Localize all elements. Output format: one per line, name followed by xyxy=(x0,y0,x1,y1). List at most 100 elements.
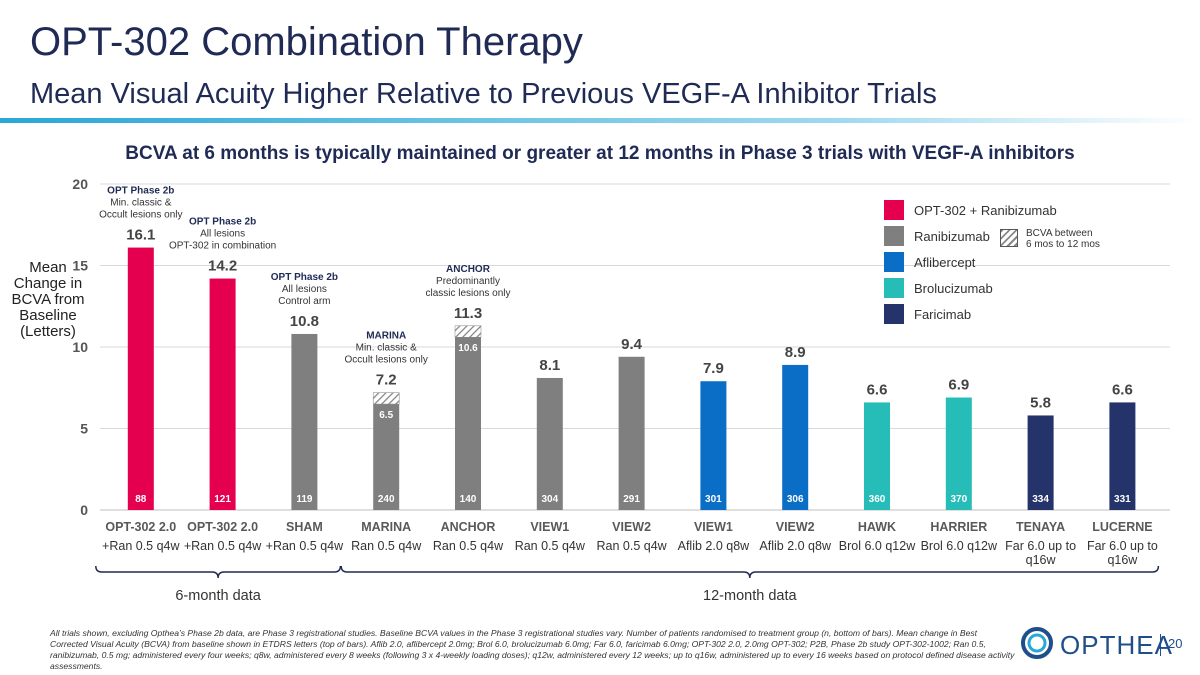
bar-annotation: All lesions xyxy=(282,284,327,295)
bar-n-label: 240 xyxy=(378,494,395,505)
x-category-label: VIEW2 xyxy=(776,520,815,534)
page-subtitle: Mean Visual Acuity Higher Relative to Pr… xyxy=(30,78,937,110)
x-dose-label: Brol 6.0 q12w xyxy=(839,539,916,553)
bar-annotation: All lesions xyxy=(200,229,245,240)
x-dose-label: +Ran 0.5 q4w xyxy=(102,539,180,553)
bar xyxy=(373,404,400,510)
bar-chart: 0 5 10 15 20 16.1 88 OPT-302 2.0 +Ran 0.5 q4w 14.… xyxy=(72,176,1170,604)
bar-value-label: 7.2 xyxy=(376,372,397,389)
bar-n-label: 121 xyxy=(214,494,231,505)
bar-value-label: 6.9 xyxy=(948,377,969,394)
bar-value-label: 6.6 xyxy=(867,381,888,398)
bar xyxy=(536,377,563,510)
bar xyxy=(291,333,318,510)
x-dose-label: +Ran 0.5 q4w xyxy=(184,539,262,553)
bar-n-label: 306 xyxy=(787,494,804,505)
x-category-label: VIEW1 xyxy=(530,520,569,534)
legend-label: OPT-302 + Ranibizumab xyxy=(914,202,1057,218)
group-label: 6-month data xyxy=(175,588,261,604)
x-dose-label: Ran 0.5 q4w xyxy=(515,539,586,553)
x-category-label: TENAYA xyxy=(1016,520,1065,534)
x-category-label: LUCERNE xyxy=(1092,520,1152,534)
y-tick-label: 20 xyxy=(72,176,88,192)
x-category-label: VIEW2 xyxy=(612,520,651,534)
legend-label: Aflibercept xyxy=(914,254,976,270)
bar-value-label: 11.3 xyxy=(454,305,482,322)
legend-swatch xyxy=(884,252,904,272)
x-dose-label: Ran 0.5 q4w xyxy=(433,539,504,553)
x-dose-label: q16w xyxy=(1026,553,1057,567)
x-category-label: MARINA xyxy=(361,520,411,534)
bar-n-label: 301 xyxy=(705,494,722,505)
bar-annotation: classic lesions only xyxy=(425,288,510,299)
bar-6mo-label: 6.5 xyxy=(379,410,393,421)
bar-annotation: Occult lesions only xyxy=(99,210,182,221)
bar-6mo-label: 10.6 xyxy=(458,343,478,354)
legend-swatch xyxy=(884,200,904,220)
bar-annotation: Control arm xyxy=(278,296,330,307)
bar xyxy=(945,397,972,510)
legend-label: Brolucizumab xyxy=(914,280,993,296)
x-dose-label: Ran 0.5 q4w xyxy=(351,539,422,553)
hatch-legend-line-2: 6 mos to 12 mos xyxy=(1026,239,1100,250)
bar-hatch-segment xyxy=(454,325,482,338)
bar-value-label: 7.9 xyxy=(703,360,724,377)
group-label: 12-month data xyxy=(703,588,797,604)
bar-value-label: 10.8 xyxy=(290,313,319,330)
bar xyxy=(1027,415,1054,510)
bar xyxy=(864,402,890,510)
x-dose-label: Ran 0.5 q4w xyxy=(597,539,668,553)
x-dose-label: Brol 6.0 q12w xyxy=(921,539,998,553)
y-tick-label: 5 xyxy=(80,421,88,437)
x-category-label: VIEW1 xyxy=(694,520,733,534)
legend-swatch xyxy=(884,304,904,324)
bar-value-label: 9.4 xyxy=(621,336,643,353)
opthea-logo-icon xyxy=(1021,627,1053,659)
legend-label: Ranibizumab xyxy=(914,228,990,244)
bar-n-label: 304 xyxy=(541,494,558,505)
header-divider xyxy=(0,118,1200,123)
bar-annotation: OPT-302 in combination xyxy=(169,241,276,252)
bar-value-label: 6.6 xyxy=(1112,381,1133,398)
bar-n-label: 360 xyxy=(869,494,886,505)
legend-label: Faricimab xyxy=(914,306,972,322)
hatch-legend-swatch xyxy=(1000,229,1018,247)
x-dose-label: Far 6.0 up to xyxy=(1087,539,1158,553)
y-tick-label: 10 xyxy=(72,339,88,355)
bar-n-label: 140 xyxy=(460,494,477,505)
bar-n-label: 119 xyxy=(296,494,313,505)
legend-item: Ranibizumab xyxy=(884,226,990,246)
page-number: 20 xyxy=(1168,636,1183,651)
bar-n-label: 291 xyxy=(623,494,640,505)
bar-annotation: OPT Phase 2b xyxy=(107,186,174,197)
bar-value-label: 8.1 xyxy=(539,357,560,374)
page-title: OPT-302 Combination Therapy xyxy=(30,20,583,64)
bar-n-label: 88 xyxy=(135,494,147,505)
opthea-logo-text: OPTHEA xyxy=(1060,630,1173,660)
y-tick-label: 15 xyxy=(72,258,88,274)
x-dose-label: Aflib 2.0 q8w xyxy=(759,539,832,553)
y-axis-title: Mean Change in BCVA from Baseline (Lette… xyxy=(6,260,90,340)
bar-value-label: 5.8 xyxy=(1030,394,1051,411)
y-axis-title-text: Mean Change in BCVA from Baseline (Lette… xyxy=(11,259,85,340)
bar-annotation: Min. classic & xyxy=(356,343,417,354)
legend-swatch xyxy=(884,278,904,298)
legend-item: Faricimab xyxy=(884,304,971,324)
bar-n-label: 334 xyxy=(1032,494,1049,505)
x-category-label: ANCHOR xyxy=(441,520,496,534)
chart-title: BCVA at 6 months is typically maintained… xyxy=(125,143,1075,164)
legend-item: Aflibercept xyxy=(884,252,975,272)
bar xyxy=(618,356,645,510)
x-category-label: OPT-302 2.0 xyxy=(187,520,258,534)
bar xyxy=(1109,402,1136,510)
bar-annotation: ANCHOR xyxy=(446,264,491,275)
bar-annotation: OPT Phase 2b xyxy=(189,217,256,228)
hatch-legend-line-1: BCVA between xyxy=(1026,228,1093,239)
bar-annotation: Predominantly xyxy=(436,276,500,287)
bar-value-label: 16.1 xyxy=(126,227,155,244)
bar-n-label: 331 xyxy=(1114,494,1131,505)
x-category-label: SHAM xyxy=(286,520,323,534)
bar-annotation: MARINA xyxy=(366,331,406,342)
x-category-label: OPT-302 2.0 xyxy=(105,520,176,534)
legend-item: OPT-302 + Ranibizumab xyxy=(884,200,1057,220)
